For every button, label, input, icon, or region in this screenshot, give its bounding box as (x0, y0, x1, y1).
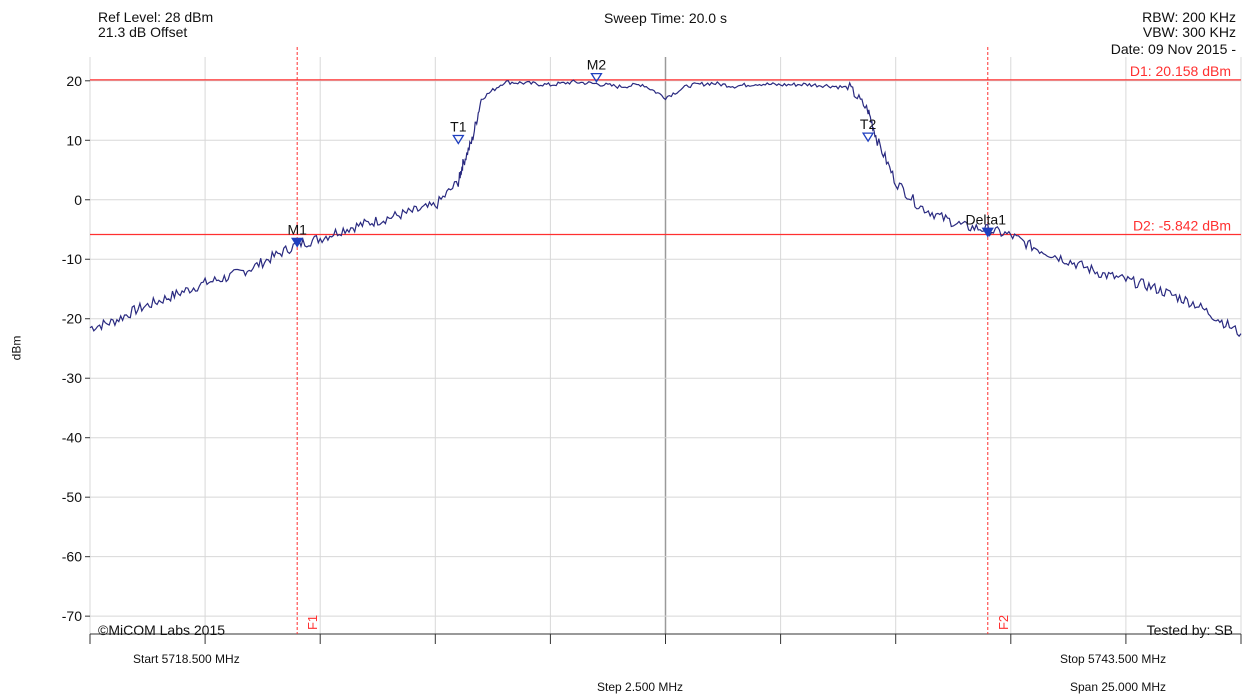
y-tick-label: -30 (62, 370, 82, 386)
y-tick-label: -10 (62, 251, 82, 267)
copyright-label: ©MiCOM Labs 2015 (98, 622, 226, 638)
step-label: Step 2.500 MHz (597, 680, 684, 694)
y-tick-label: -40 (62, 430, 82, 446)
marker-label-m2: M2 (587, 57, 607, 73)
display-line-label-d2: D2: -5.842 dBm (1133, 218, 1231, 234)
marker-t2 (861, 132, 875, 143)
freq-line-label-f2: F2 (996, 615, 1011, 630)
stop-frequency-label: Stop 5743.500 MHz (1060, 652, 1167, 666)
marker-m2 (590, 72, 603, 83)
y-tick-label: 10 (66, 132, 82, 148)
y-tick-label: -50 (62, 489, 82, 505)
y-tick-label: 20 (66, 73, 82, 89)
display-line-label-d1: D1: 20.158 dBm (1130, 63, 1231, 79)
y-tick-label: -20 (62, 311, 82, 327)
marker-m1 (291, 237, 304, 248)
y-tick-label: -70 (62, 608, 82, 624)
marker-label-delta1: Delta1 (966, 211, 1007, 227)
trace-line (89, 79, 1242, 338)
sweep-time-label: Sweep Time: 20.0 s (604, 10, 727, 26)
y-tick-label: -60 (62, 549, 82, 565)
marker-delta1 (981, 227, 994, 238)
span-label: Span 25.000 MHz (1070, 680, 1167, 694)
freq-line-label-f1: F1 (305, 615, 320, 630)
y-tick-label: 0 (74, 192, 82, 208)
marker-label-t1: T1 (450, 118, 467, 134)
offset-label: 21.3 dB Offset (98, 24, 188, 40)
ref-level-label: Ref Level: 28 dBm (98, 9, 214, 25)
date-label: Date: 09 Nov 2015 - (1110, 41, 1236, 57)
marker-label-m1: M1 (287, 221, 307, 237)
rbw-label: RBW: 200 KHz (1142, 9, 1236, 25)
start-frequency-label: Start 5718.500 MHz (133, 652, 240, 666)
vbw-label: VBW: 300 KHz (1142, 24, 1236, 40)
marker-t1 (452, 134, 465, 145)
marker-label-t2: T2 (860, 116, 877, 132)
tested-by-label: Tested by: SB (1146, 622, 1233, 638)
